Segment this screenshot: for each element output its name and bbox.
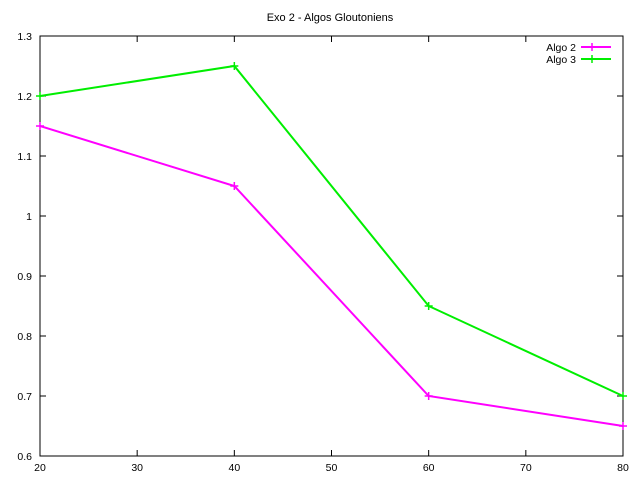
y-tick-label: 1.1 <box>17 151 32 163</box>
y-tick-label: 1.3 <box>17 31 32 43</box>
x-tick-label: 40 <box>228 462 240 474</box>
data-point <box>36 92 44 100</box>
legend-label: Algo 2 <box>546 42 576 54</box>
x-tick-label: 70 <box>520 462 532 474</box>
series-layer <box>36 62 627 430</box>
x-tick-label: 80 <box>617 462 629 474</box>
series-line <box>39 64 624 397</box>
plot-frame <box>39 35 624 457</box>
data-point <box>230 182 239 190</box>
data-point <box>36 122 44 130</box>
series-2 <box>36 62 627 400</box>
axis-ticks: 0.6 0.7 0.8 0.9 1 1.1 1.2 1.3 20 30 40 50 60 70 80 <box>17 31 629 474</box>
data-point <box>619 422 627 430</box>
data-point <box>230 62 239 70</box>
data-point <box>619 392 627 400</box>
y-tick-label: 0.7 <box>17 391 32 403</box>
x-tick-label: 30 <box>131 462 143 474</box>
x-tick-label: 60 <box>423 462 435 474</box>
series-1 <box>36 122 627 430</box>
y-tick-label: 0.6 <box>17 451 32 463</box>
series-line <box>39 125 624 427</box>
y-tick-label: 1.2 <box>17 91 32 103</box>
data-point <box>424 392 433 400</box>
legend-label: Algo 3 <box>546 54 576 66</box>
data-point <box>424 302 433 310</box>
y-tick-label: 0.8 <box>17 331 32 343</box>
chart-title: Exo 2 - Algos Gloutoniens <box>267 12 394 24</box>
y-tick-label: 1 <box>26 211 32 223</box>
x-tick-label: 50 <box>326 462 338 474</box>
x-tick-label: 20 <box>34 462 46 474</box>
y-tick-label: 0.9 <box>17 271 32 283</box>
